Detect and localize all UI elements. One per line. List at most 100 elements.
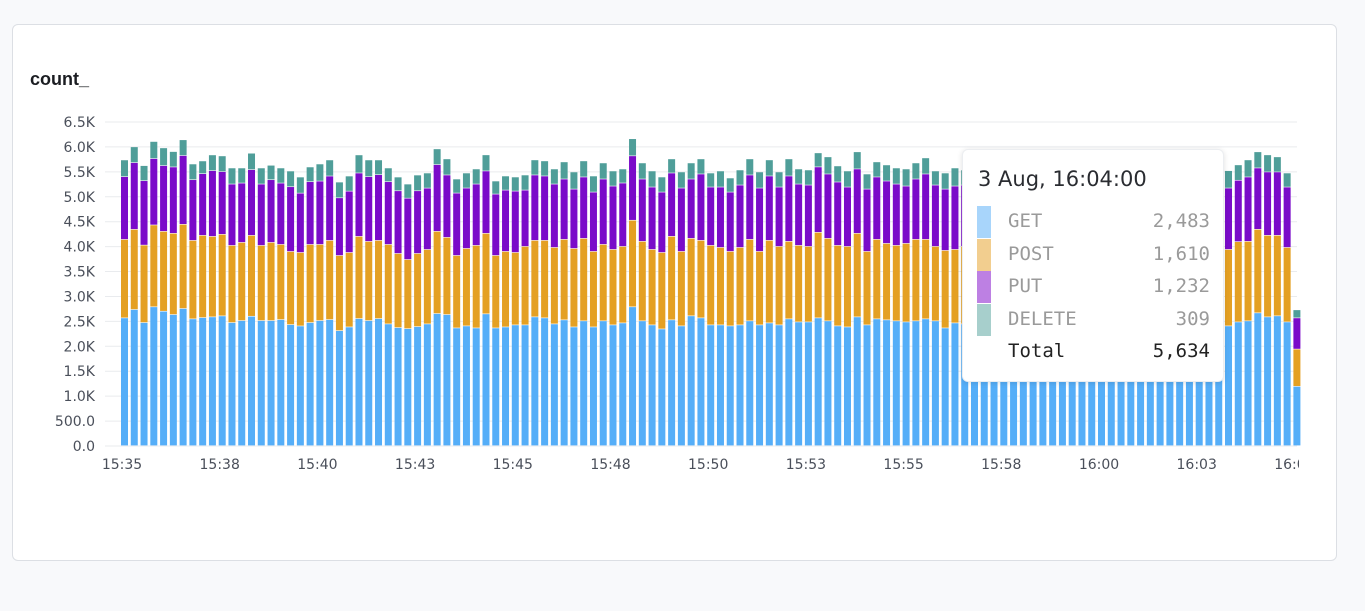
bar-segment-get[interactable] xyxy=(638,321,646,446)
bar-segment-get[interactable] xyxy=(179,308,187,446)
bar-segment-get[interactable] xyxy=(990,326,998,446)
bar-segment-get[interactable] xyxy=(1019,325,1027,446)
bar-segment-post[interactable] xyxy=(462,248,470,326)
bar-segment-put[interactable] xyxy=(541,176,549,241)
bar-segment-get[interactable] xyxy=(580,321,588,446)
bar-segment-delete[interactable] xyxy=(306,167,314,182)
bar-segment-get[interactable] xyxy=(521,325,529,446)
bar-segment-put[interactable] xyxy=(248,169,256,236)
bar-segment-put[interactable] xyxy=(843,187,851,247)
bar-segment-get[interactable] xyxy=(1176,324,1184,446)
bar-segment-put[interactable] xyxy=(277,183,285,245)
bar-segment-put[interactable] xyxy=(873,177,881,240)
bar-segment-post[interactable] xyxy=(150,225,158,307)
bar-segment-delete[interactable] xyxy=(785,159,793,176)
bar-segment-get[interactable] xyxy=(922,319,930,446)
bar-segment-put[interactable] xyxy=(746,175,754,240)
bar-segment-get[interactable] xyxy=(589,327,597,446)
bar-segment-post[interactable] xyxy=(238,242,246,321)
bar-segment-get[interactable] xyxy=(531,317,539,446)
bar-segment-get[interactable] xyxy=(736,325,744,446)
bar-segment-post[interactable] xyxy=(912,239,920,321)
bar-segment-post[interactable] xyxy=(746,239,754,321)
bar-segment-post[interactable] xyxy=(629,220,637,307)
bar-segment-put[interactable] xyxy=(365,176,373,242)
bar-segment-delete[interactable] xyxy=(160,148,168,166)
bar-segment-put[interactable] xyxy=(804,185,812,247)
bar-segment-post[interactable] xyxy=(1273,235,1281,316)
bar-segment-delete[interactable] xyxy=(697,159,705,174)
bar-segment-get[interactable] xyxy=(365,320,373,446)
bar-segment-get[interactable] xyxy=(482,314,490,446)
bar-segment-delete[interactable] xyxy=(335,182,343,198)
bar-segment-post[interactable] xyxy=(248,235,256,316)
bar-segment-put[interactable] xyxy=(150,158,158,225)
bar-segment-delete[interactable] xyxy=(277,168,285,183)
bar-segment-post[interactable] xyxy=(883,243,891,320)
bar-segment-get[interactable] xyxy=(941,328,949,446)
bar-segment-get[interactable] xyxy=(238,320,246,446)
bar-segment-get[interactable] xyxy=(902,322,910,446)
bar-segment-put[interactable] xyxy=(384,182,392,245)
bar-segment-delete[interactable] xyxy=(150,141,158,159)
bar-segment-post[interactable] xyxy=(922,239,930,319)
bar-segment-get[interactable] xyxy=(1205,321,1213,446)
bar-segment-get[interactable] xyxy=(619,323,627,446)
bar-segment-put[interactable] xyxy=(922,174,930,240)
bar-segment-put[interactable] xyxy=(257,184,265,246)
bar-segment-put[interactable] xyxy=(668,173,676,237)
bar-segment-put[interactable] xyxy=(492,194,500,256)
bar-segment-put[interactable] xyxy=(208,170,216,237)
bar-segment-post[interactable] xyxy=(795,245,803,322)
bar-segment-get[interactable] xyxy=(1029,322,1037,446)
bar-segment-get[interactable] xyxy=(316,320,324,446)
bar-segment-post[interactable] xyxy=(160,231,168,311)
bar-segment-get[interactable] xyxy=(287,324,295,446)
bar-segment-delete[interactable] xyxy=(365,160,373,177)
bar-segment-put[interactable] xyxy=(560,179,568,240)
bar-segment-delete[interactable] xyxy=(638,163,646,179)
bar-segment-get[interactable] xyxy=(443,314,451,446)
bar-segment-put[interactable] xyxy=(287,187,295,252)
bar-segment-delete[interactable] xyxy=(1244,160,1252,177)
bar-segment-delete[interactable] xyxy=(795,169,803,184)
bar-segment-post[interactable] xyxy=(668,236,676,320)
bar-segment-delete[interactable] xyxy=(677,172,685,188)
bar-segment-post[interactable] xyxy=(404,259,412,329)
bar-segment-post[interactable] xyxy=(345,252,353,327)
bar-segment-put[interactable] xyxy=(1264,172,1272,236)
bar-segment-put[interactable] xyxy=(677,188,685,252)
bar-segment-post[interactable] xyxy=(853,233,861,317)
bar-segment-delete[interactable] xyxy=(541,161,549,176)
bar-segment-get[interactable] xyxy=(756,325,764,446)
bar-segment-put[interactable] xyxy=(140,181,148,245)
bar-segment-post[interactable] xyxy=(843,246,851,327)
bar-segment-delete[interactable] xyxy=(414,175,422,191)
bar-segment-put[interactable] xyxy=(169,167,177,234)
bar-segment-put[interactable] xyxy=(296,193,304,253)
bar-segment-post[interactable] xyxy=(394,253,402,328)
bar-segment-delete[interactable] xyxy=(883,165,891,181)
bar-segment-put[interactable] xyxy=(629,156,637,220)
bar-segment-delete[interactable] xyxy=(756,172,764,188)
bar-segment-delete[interactable] xyxy=(531,160,539,175)
bar-segment-delete[interactable] xyxy=(863,174,871,189)
bar-segment-delete[interactable] xyxy=(814,153,822,167)
bar-segment-post[interactable] xyxy=(296,252,304,326)
bar-segment-get[interactable] xyxy=(1273,316,1281,446)
bar-segment-get[interactable] xyxy=(296,326,304,446)
bar-segment-post[interactable] xyxy=(1293,349,1301,387)
bar-segment-post[interactable] xyxy=(443,237,451,315)
bar-segment-post[interactable] xyxy=(580,238,588,321)
bar-segment-put[interactable] xyxy=(404,198,412,260)
bar-segment-get[interactable] xyxy=(1088,327,1096,446)
bar-segment-put[interactable] xyxy=(941,189,949,251)
bar-segment-get[interactable] xyxy=(599,321,607,446)
bar-segment-get[interactable] xyxy=(541,318,549,446)
bar-segment-post[interactable] xyxy=(384,244,392,324)
bar-segment-get[interactable] xyxy=(492,328,500,446)
bar-segment-get[interactable] xyxy=(199,317,207,446)
bar-segment-get[interactable] xyxy=(472,328,480,446)
bar-segment-put[interactable] xyxy=(121,176,128,240)
bar-segment-post[interactable] xyxy=(892,245,900,321)
